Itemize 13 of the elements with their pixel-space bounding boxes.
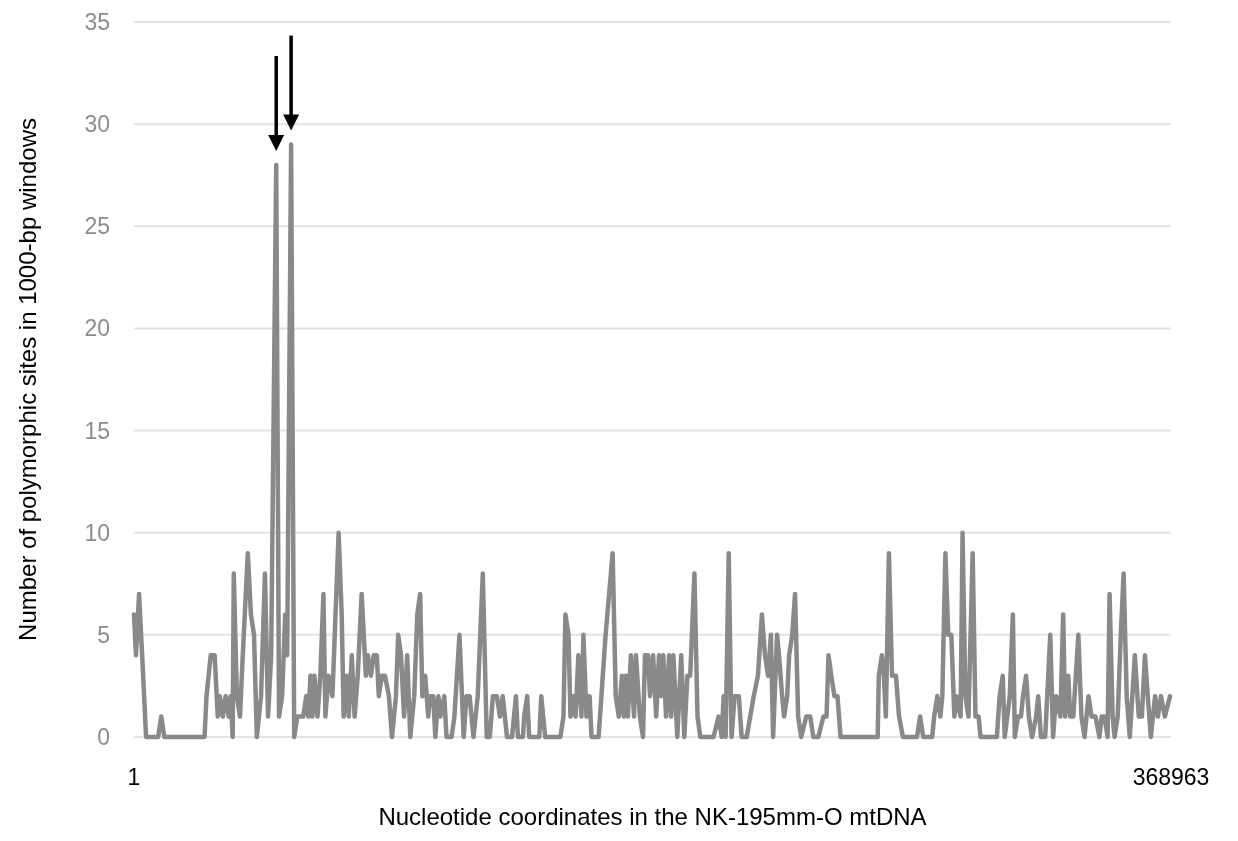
y-tick-label: 15: [84, 417, 110, 444]
y-tick-label: 35: [84, 9, 110, 36]
y-tick-label: 30: [84, 111, 110, 138]
y-tick-label: 10: [84, 519, 110, 546]
y-tick-label: 0: [97, 724, 110, 751]
y-axis-title: Number of polymorphic sites in 1000-bp windows: [14, 118, 41, 641]
x-axis-title: Nucleotide coordinates in the NK-195mm-O mtDNA: [378, 803, 927, 830]
y-tick-label: 5: [97, 621, 110, 648]
x-tick-label: 368963: [1132, 764, 1210, 790]
x-tick-label: 1: [127, 764, 141, 790]
line-series: [131, 142, 1173, 740]
y-tick-label: 20: [84, 315, 110, 342]
y-tick-label: 25: [84, 213, 110, 240]
